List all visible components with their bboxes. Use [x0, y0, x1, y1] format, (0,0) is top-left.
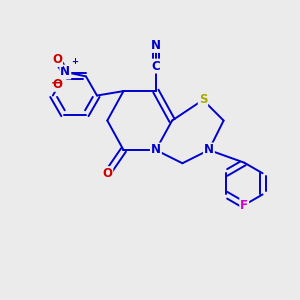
- Text: −: −: [51, 77, 61, 90]
- Text: C: C: [152, 60, 160, 73]
- Text: O: O: [52, 78, 62, 91]
- Text: N: N: [151, 143, 161, 157]
- Text: S: S: [199, 93, 207, 106]
- Text: +: +: [70, 57, 78, 66]
- Text: O: O: [102, 167, 112, 180]
- Text: N: N: [204, 143, 214, 157]
- Text: N: N: [60, 65, 70, 79]
- Text: N: N: [151, 39, 161, 52]
- Text: O: O: [52, 53, 62, 66]
- Text: F: F: [240, 199, 248, 212]
